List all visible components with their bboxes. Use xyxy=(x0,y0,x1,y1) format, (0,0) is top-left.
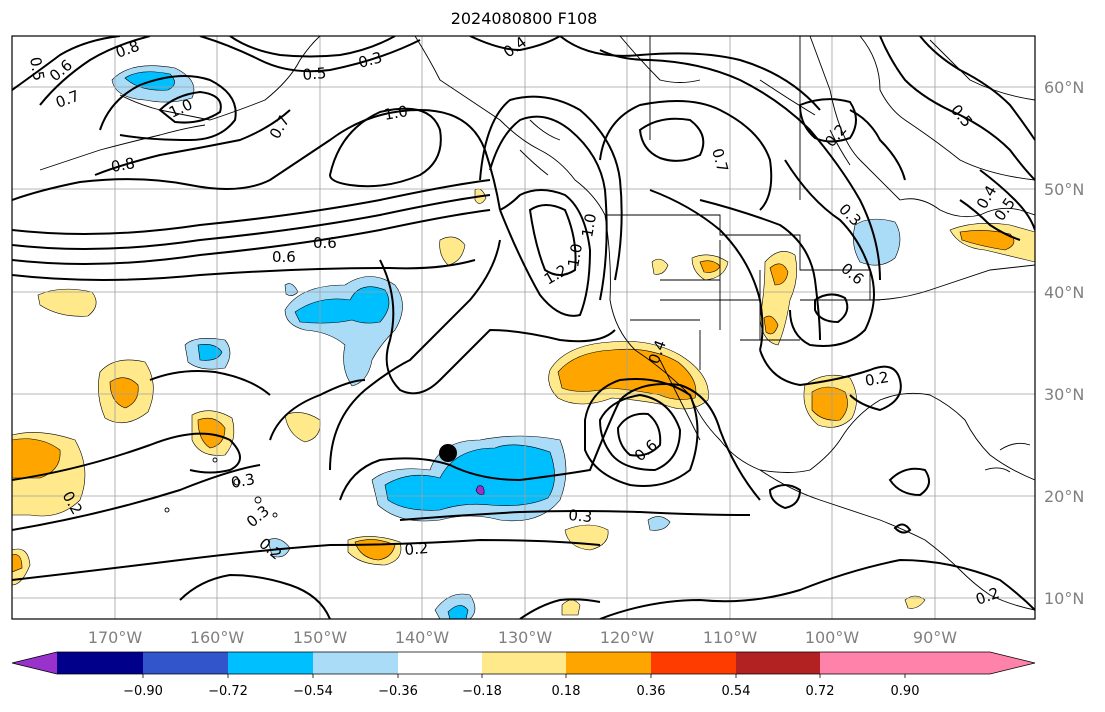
lon-label: 130°W xyxy=(498,628,553,647)
lat-label: 60°N xyxy=(1044,78,1084,97)
map-panel: 0.5 0.6 0.7 0.8 1.0 0.3 0.4 1.0 0.5 0.6 … xyxy=(12,36,1035,619)
map-frame xyxy=(11,35,1036,620)
contour-label: 0.3 xyxy=(568,506,593,526)
colorbar-segment xyxy=(651,652,736,674)
longitude-labels: 170°W 160°W 150°W 140°W 130°W 120°W 110°… xyxy=(88,628,957,647)
colorbar-segment xyxy=(736,652,820,674)
contour-label: 1.0 xyxy=(564,242,586,269)
colorbar-tick: 0.18 xyxy=(552,684,581,699)
colorbar-tick: 0.36 xyxy=(637,684,666,699)
contour-label: 1.0 xyxy=(578,212,600,239)
colorbar-tick: 0.90 xyxy=(891,684,920,699)
contour-label: 0.2 xyxy=(864,368,891,390)
lat-label: 40°N xyxy=(1044,283,1084,302)
colorbar-tick: 0.54 xyxy=(722,684,751,699)
latitude-labels: 60°N 50°N 40°N 30°N 20°N 10°N xyxy=(1044,78,1084,608)
colorbar-segment xyxy=(566,652,651,674)
colorbar-tick: −0.18 xyxy=(462,684,502,699)
lat-label: 20°N xyxy=(1044,487,1084,506)
contour-label: 0.8 xyxy=(110,154,137,176)
contour-label: 0.7 xyxy=(708,146,732,174)
colorbar-segment xyxy=(398,652,482,674)
contour-label: 0.5 xyxy=(302,64,327,84)
colorbar-segment xyxy=(313,652,398,674)
lon-label: 170°W xyxy=(88,628,143,647)
graticule xyxy=(12,36,1035,619)
storm-center-marker xyxy=(439,444,457,462)
colorbar-extend-low xyxy=(12,652,57,674)
lon-label: 100°W xyxy=(805,628,860,647)
contour-label: 0.5 xyxy=(26,56,48,83)
contour-label: 1.0 xyxy=(383,102,410,124)
colorbar-segment xyxy=(905,652,990,674)
negative-shading xyxy=(111,65,901,619)
colorbar-segment xyxy=(228,652,313,674)
lon-label: 120°W xyxy=(600,628,655,647)
lon-label: 90°W xyxy=(913,628,957,647)
colorbar: −0.90 −0.72 −0.54 −0.36 −0.18 0.18 0.36 … xyxy=(11,651,1036,699)
colorbar-tick: −0.90 xyxy=(123,684,163,699)
colorbar-segment xyxy=(57,652,143,674)
colorbar-segment xyxy=(143,652,228,674)
contours xyxy=(12,36,1035,619)
colorbar-tick: −0.72 xyxy=(208,684,248,699)
contour-label: 0.6 xyxy=(272,248,296,266)
map-title: 2024080800 F108 xyxy=(450,9,598,28)
lat-label: 10°N xyxy=(1044,589,1084,608)
islands xyxy=(164,442,1031,518)
lon-label: 160°W xyxy=(190,628,245,647)
colorbar-tick: −0.36 xyxy=(378,684,418,699)
lon-label: 140°W xyxy=(395,628,450,647)
lon-label: 110°W xyxy=(703,628,758,647)
colorbar-tick: −0.54 xyxy=(293,684,333,699)
lon-label: 150°W xyxy=(293,628,348,647)
contour-label: 0.3 xyxy=(230,470,257,492)
colorbar-extend-high xyxy=(990,652,1035,674)
contour-label: 0.6 xyxy=(313,234,337,252)
contour-label: 0.3 xyxy=(356,48,384,72)
coastlines xyxy=(39,36,1035,611)
lat-label: 30°N xyxy=(1044,385,1084,404)
colorbar-tick: 0.72 xyxy=(806,684,835,699)
colorbar-segment xyxy=(482,652,566,674)
colorbar-segment xyxy=(820,652,905,674)
lat-label: 50°N xyxy=(1044,180,1084,199)
contour-label: 0.2 xyxy=(404,539,429,559)
